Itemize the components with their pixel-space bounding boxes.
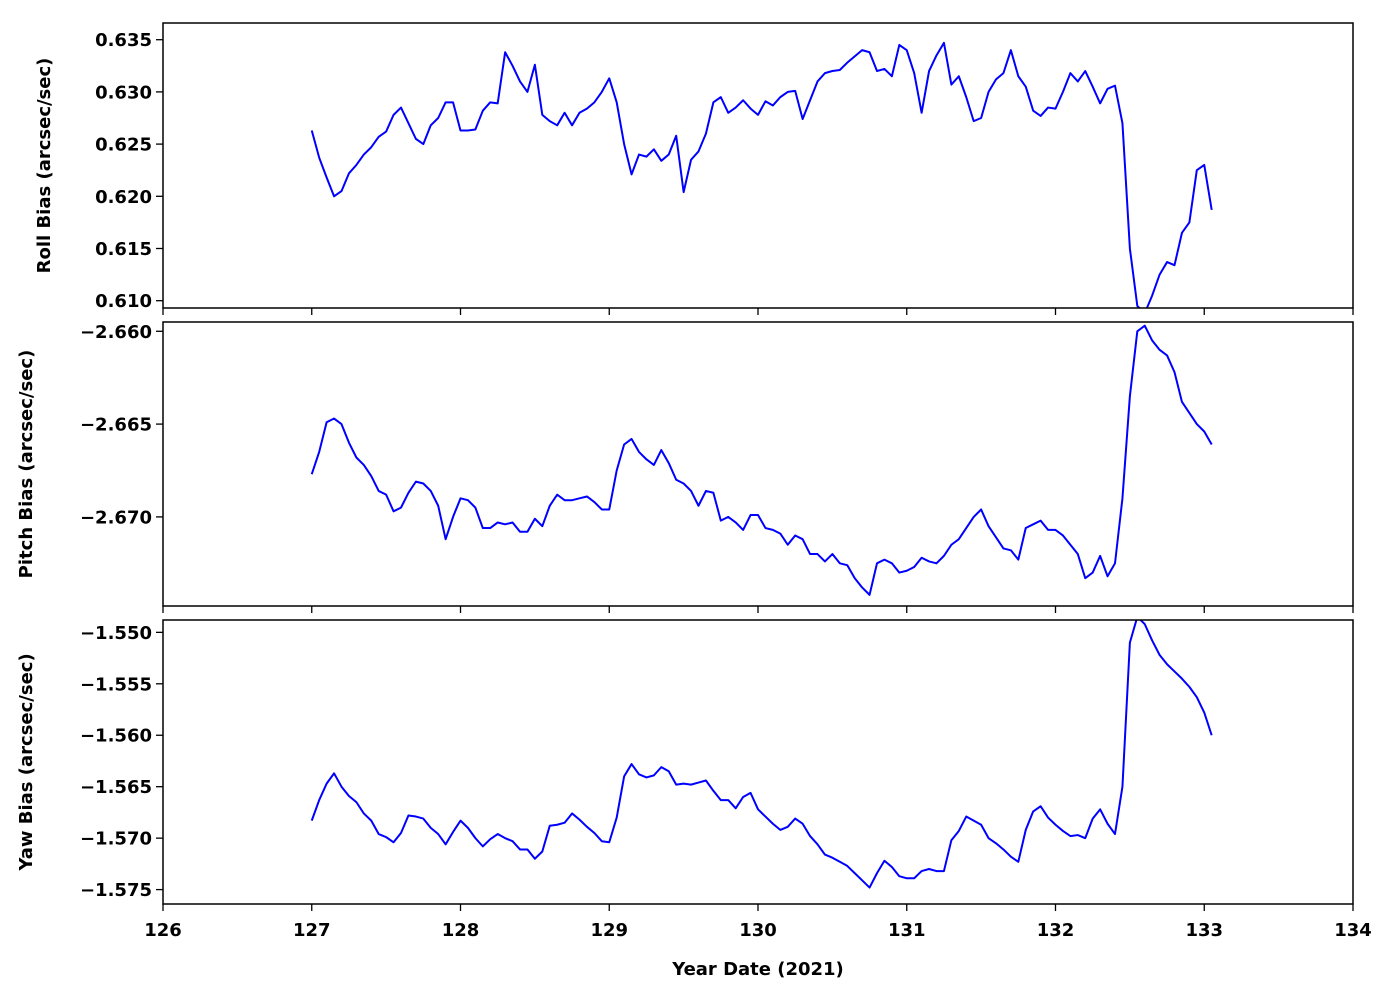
y-axis-label: Pitch Bias (arcsec/sec) (16, 350, 37, 579)
y-tick-label: 0.610 (95, 291, 152, 312)
y-axis-label: Roll Bias (arcsec/sec) (34, 58, 55, 274)
x-tick-label: 134 (1334, 920, 1372, 941)
plot-area (310, 41, 1213, 308)
x-tick-label: 133 (1185, 920, 1223, 941)
x-tick-label: 132 (1037, 920, 1075, 941)
y-tick-label: −2.665 (80, 415, 152, 436)
x-tick-label: 128 (442, 920, 480, 941)
y-tick-label: −1.570 (80, 829, 152, 850)
y-tick-label: 0.635 (95, 30, 152, 51)
y-tick-label: −1.555 (80, 674, 152, 695)
data-line (310, 324, 1213, 596)
y-tick-label: 0.620 (95, 187, 152, 208)
y-tick-label: −2.660 (80, 322, 152, 343)
y-tick-label: 0.630 (95, 82, 152, 103)
x-tick-label: 130 (739, 920, 777, 941)
y-tick-label: 0.625 (95, 135, 152, 156)
x-axis-label: Year Date (2021) (671, 959, 844, 980)
plot-area (310, 620, 1213, 889)
y-axis-label: Yaw Bias (arcsec/sec) (16, 653, 37, 871)
data-line (310, 620, 1213, 889)
plot-area (310, 324, 1213, 596)
y-tick-label: 0.615 (95, 239, 152, 260)
y-tick-label: −1.575 (80, 880, 152, 901)
y-tick-label: −1.565 (80, 777, 152, 798)
y-tick-label: −1.560 (80, 726, 152, 747)
x-tick-label: 126 (144, 920, 182, 941)
y-tick-label: −2.670 (80, 507, 152, 528)
x-tick-label: 131 (888, 920, 926, 941)
x-tick-label: 129 (590, 920, 628, 941)
data-line (310, 41, 1213, 308)
x-tick-label: 127 (293, 920, 331, 941)
y-tick-label: −1.550 (80, 623, 152, 644)
